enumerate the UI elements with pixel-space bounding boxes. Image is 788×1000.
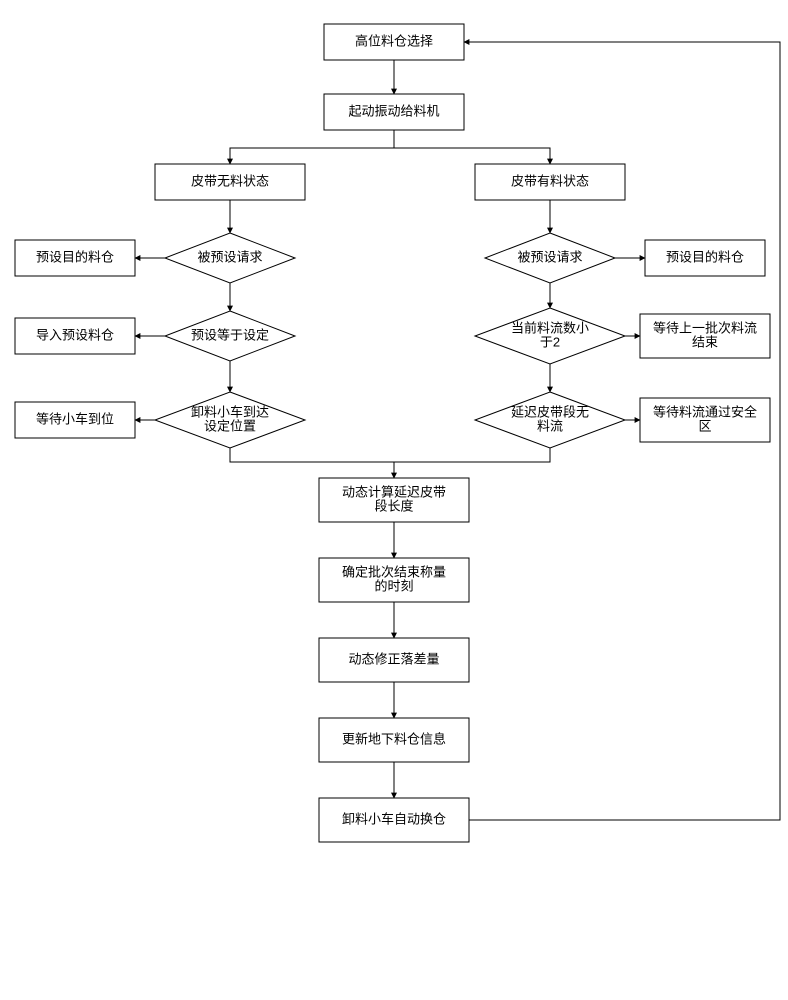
- node-label: 确定批次结束称量: [342, 564, 446, 579]
- node-label: 动态修正落差量: [348, 651, 439, 666]
- node-n13: 当前料流数小于2: [475, 308, 625, 364]
- node-n17: 动态计算延迟皮带段长度: [319, 478, 469, 522]
- node-label: 段长度: [374, 498, 413, 513]
- node-label: 预设等于设定: [191, 327, 269, 342]
- node-label: 区: [698, 418, 711, 433]
- node-label: 高位料仓选择: [355, 33, 433, 48]
- node-label: 皮带有料状态: [511, 173, 589, 188]
- node-n9: 卸料小车到达设定位置: [155, 392, 305, 448]
- node-n11: 被预设请求: [485, 233, 615, 283]
- flowchart-canvas: 高位料仓选择起动振动给料机皮带无料状态皮带有料状态被预设请求预设目的料仓预设等于…: [0, 0, 788, 1000]
- node-n19: 动态修正落差量: [319, 638, 469, 682]
- node-label: 的时刻: [374, 578, 413, 593]
- node-label: 被预设请求: [517, 249, 582, 264]
- node-label: 当前料流数小: [511, 320, 589, 335]
- node-n12: 预设目的料仓: [645, 240, 765, 276]
- node-n6: 预设目的料仓: [15, 240, 135, 276]
- node-label: 动态计算延迟皮带: [342, 484, 446, 499]
- node-label: 延迟皮带段无: [511, 404, 589, 419]
- edge-n9-merge: [230, 448, 394, 462]
- node-label: 等待上一批次料流: [653, 320, 757, 335]
- node-label: 预设目的料仓: [666, 249, 744, 264]
- node-n21: 卸料小车自动换仓: [319, 798, 469, 842]
- node-label: 被预设请求: [197, 249, 262, 264]
- node-label: 起动振动给料机: [348, 103, 439, 118]
- edge-n15-merge: [394, 448, 550, 462]
- node-label: 等待料流通过安全: [653, 404, 757, 419]
- node-n5: 被预设请求: [165, 233, 295, 283]
- node-n15: 延迟皮带段无料流: [475, 392, 625, 448]
- node-n1: 高位料仓选择: [324, 24, 464, 60]
- node-label: 结束: [692, 334, 718, 349]
- node-n16: 等待料流通过安全区: [640, 398, 770, 442]
- node-n20: 更新地下料仓信息: [319, 718, 469, 762]
- node-label: 设定位置: [204, 418, 256, 433]
- node-label: 卸料小车到达: [191, 404, 269, 419]
- node-n3: 皮带无料状态: [155, 164, 305, 200]
- node-label: 预设目的料仓: [36, 249, 114, 264]
- node-n10: 等待小车到位: [15, 402, 135, 438]
- node-label: 导入预设料仓: [36, 327, 114, 342]
- node-label: 料流: [537, 418, 563, 433]
- node-n14: 等待上一批次料流结束: [640, 314, 770, 358]
- node-n4: 皮带有料状态: [475, 164, 625, 200]
- node-label: 于2: [540, 334, 560, 349]
- node-n8: 导入预设料仓: [15, 318, 135, 354]
- node-label: 皮带无料状态: [191, 173, 269, 188]
- node-label: 更新地下料仓信息: [342, 731, 446, 746]
- node-label: 等待小车到位: [36, 411, 114, 426]
- node-n2: 起动振动给料机: [324, 94, 464, 130]
- edge-split-n4: [394, 148, 550, 164]
- edge-split-n3: [230, 148, 394, 164]
- node-n7: 预设等于设定: [165, 311, 295, 361]
- node-n18: 确定批次结束称量的时刻: [319, 558, 469, 602]
- node-label: 卸料小车自动换仓: [342, 811, 446, 826]
